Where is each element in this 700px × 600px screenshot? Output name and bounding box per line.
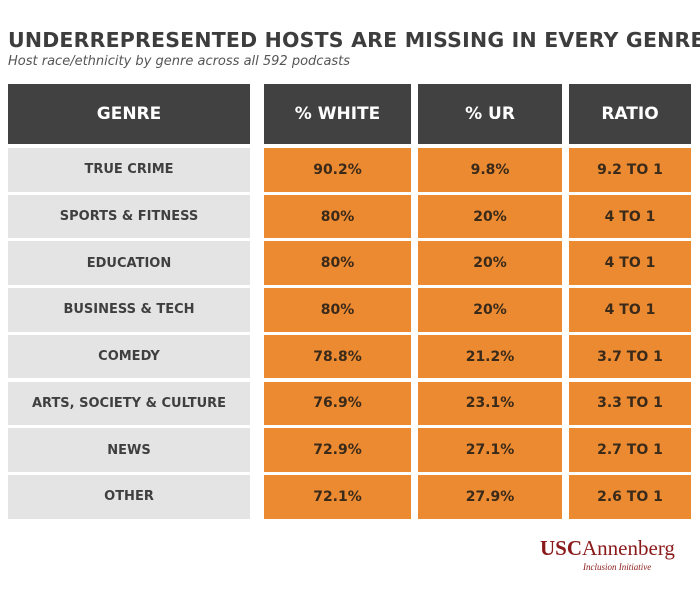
chart-title: UNDERREPRESENTED HOSTS ARE MISSING IN EV… (8, 28, 700, 52)
genre-cell: SPORTS & FITNESS (8, 194, 250, 239)
ur-cell: 20% (418, 288, 562, 332)
ratio-cell: 4 TO 1 (569, 288, 691, 332)
ratio-cell: 9.2 TO 1 (569, 148, 691, 192)
ur-cell: 9.8% (418, 148, 562, 192)
white-cell: 72.1% (264, 474, 411, 519)
ur-cell: 20% (418, 241, 562, 286)
ratio-cell: 2.7 TO 1 (569, 428, 691, 472)
white-cell: 78.8% (264, 334, 411, 379)
chart-subtitle: Host race/ethnicity by genre across all … (8, 54, 351, 69)
genre-cell: ARTS, SOCIETY & CULTURE (8, 381, 250, 426)
logo-wordmark: USCAnnenberg (540, 536, 675, 561)
white-cell: 80% (264, 241, 411, 286)
header-ratio: RATIO (569, 84, 691, 144)
logo-initiative: Inclusion Initiative (583, 562, 652, 572)
white-cell: 72.9% (264, 428, 411, 472)
ratio-cell: 3.7 TO 1 (569, 334, 691, 379)
header-white: % WHITE (264, 84, 411, 144)
usc-annenberg-logo: USCAnnenberg Inclusion Initiative (540, 536, 675, 576)
header-genre: GENRE (8, 84, 250, 144)
ur-cell: 27.9% (418, 474, 562, 519)
ur-cell: 21.2% (418, 334, 562, 379)
header-ur: % UR (418, 84, 562, 144)
genre-cell: COMEDY (8, 334, 250, 379)
white-cell: 76.9% (264, 381, 411, 426)
white-cell: 90.2% (264, 148, 411, 192)
genre-cell: EDUCATION (8, 241, 250, 286)
ur-cell: 27.1% (418, 428, 562, 472)
ratio-cell: 3.3 TO 1 (569, 381, 691, 426)
genre-cell: OTHER (8, 474, 250, 519)
ratio-cell: 4 TO 1 (569, 241, 691, 286)
white-cell: 80% (264, 194, 411, 239)
logo-usc: USC (540, 536, 583, 560)
logo-annenberg: Annenberg (582, 536, 675, 560)
genre-cell: BUSINESS & TECH (8, 288, 250, 332)
ur-cell: 23.1% (418, 381, 562, 426)
ratio-cell: 2.6 TO 1 (569, 474, 691, 519)
ur-cell: 20% (418, 194, 562, 239)
genre-cell: NEWS (8, 428, 250, 472)
genre-cell: TRUE CRIME (8, 148, 250, 192)
white-cell: 80% (264, 288, 411, 332)
ratio-cell: 4 TO 1 (569, 194, 691, 239)
